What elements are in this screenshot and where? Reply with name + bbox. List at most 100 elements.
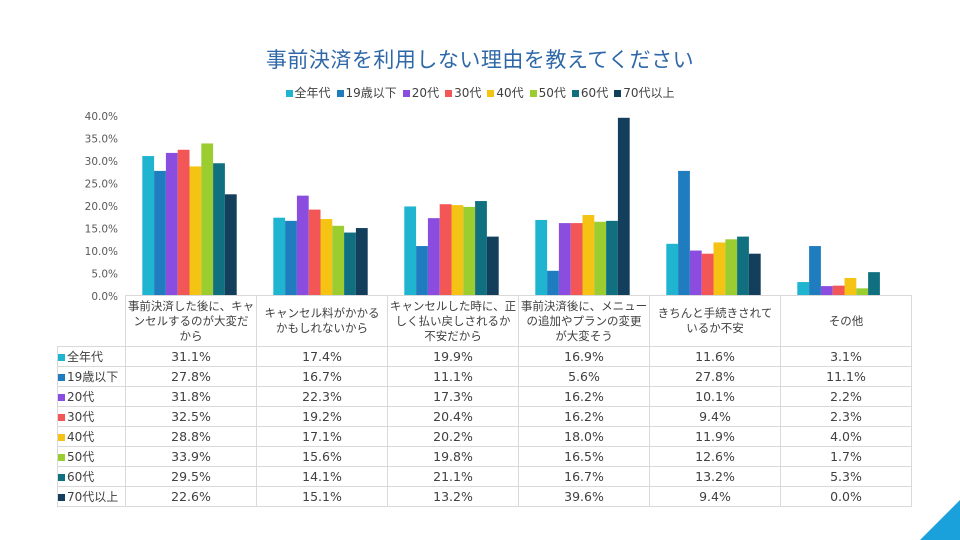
- category-label-line: その他: [828, 313, 864, 328]
- row-swatch: [58, 494, 65, 501]
- bar: [606, 220, 618, 296]
- bar: [594, 221, 607, 296]
- row-label: 50代: [67, 450, 95, 464]
- table-cell: 32.5%: [125, 406, 257, 427]
- bar: [320, 219, 333, 296]
- bar: [797, 282, 810, 296]
- y-tick-label: 35.0%: [85, 134, 118, 146]
- row-label: 30代: [67, 410, 95, 424]
- category-label-line: キャンセルした時に、正: [389, 298, 517, 313]
- bar: [844, 278, 857, 296]
- legend-swatch: [614, 90, 622, 97]
- table-cell: 28.8%: [125, 426, 257, 447]
- table-row: 60代 29.5% 14.1% 21.1% 16.7% 13.2% 5.3%: [57, 466, 912, 487]
- table-cell: 14.1%: [256, 466, 388, 487]
- bar: [725, 239, 738, 296]
- table-cell: 5.6%: [518, 366, 650, 387]
- row-label: 19歳以下: [67, 370, 119, 384]
- category-header: その他: [780, 295, 912, 347]
- row-header: 全年代: [57, 346, 126, 367]
- bar: [344, 232, 356, 296]
- table-cell: 9.4%: [649, 486, 781, 507]
- category-header: 事前決済した後に、キャ ンセルするのが大変だ から: [125, 295, 257, 347]
- category-label-line: の追加やプランの変更: [526, 313, 642, 328]
- y-tick-label: 30.0%: [85, 156, 118, 168]
- legend-label: 全年代: [294, 86, 331, 100]
- table-cell: 21.1%: [387, 466, 519, 487]
- bar: [737, 236, 749, 296]
- table-cell: 16.7%: [256, 366, 388, 387]
- legend-item: 20代: [402, 84, 439, 101]
- row-header: 20代: [57, 386, 126, 407]
- table-cell: 2.2%: [780, 386, 912, 407]
- table-corner: [57, 295, 126, 347]
- category-label-line: かもしれないから: [276, 321, 368, 335]
- y-tick-label: 25.0%: [85, 179, 118, 191]
- legend-swatch: [487, 90, 495, 97]
- bar: [285, 220, 297, 296]
- chart-title: 事前決済を利用しない理由を教えてください: [265, 48, 695, 72]
- legend-item: 40代: [487, 84, 524, 101]
- table-cell: 11.9%: [649, 426, 781, 447]
- bar: [201, 143, 214, 296]
- bar: [463, 206, 476, 296]
- category-header: キャンセルした時に、正 しく払い戻しされるか 不安だから: [387, 295, 519, 347]
- legend-swatch: [571, 90, 579, 97]
- row-label: 20代: [67, 390, 95, 404]
- table-cell: 13.2%: [649, 466, 781, 487]
- category-label-line: が大変そう: [555, 328, 613, 343]
- bar: [189, 166, 202, 296]
- row-swatch: [58, 434, 65, 441]
- table-cell: 18.0%: [518, 426, 650, 447]
- category-header: きちんと手続きされて いるか不安: [649, 295, 781, 347]
- bar: [296, 195, 309, 296]
- row-label: 60代: [67, 470, 95, 484]
- row-swatch: [58, 374, 65, 381]
- bar: [224, 194, 237, 296]
- corner-decoration: [920, 500, 960, 540]
- row-header: 30代: [57, 406, 126, 427]
- bar: [547, 270, 559, 296]
- bar: [701, 253, 714, 296]
- table-row: 20代 31.8% 22.3% 17.3% 16.2% 10.1% 2.2%: [57, 386, 912, 407]
- table-cell: 2.3%: [780, 406, 912, 427]
- legend-label: 50代: [538, 86, 566, 100]
- bar: [582, 215, 595, 296]
- row-header: 60代: [57, 466, 126, 487]
- category-label-line: きちんと手続きされて: [657, 306, 773, 320]
- table-row: 40代 28.8% 17.1% 20.2% 18.0% 11.9% 4.0%: [57, 426, 912, 447]
- table-cell: 16.7%: [518, 466, 650, 487]
- row-header: 19歳以下: [57, 366, 126, 387]
- table-cell: 3.1%: [780, 346, 912, 367]
- bar: [689, 250, 702, 296]
- legend-swatch: [402, 90, 410, 97]
- row-swatch: [58, 394, 65, 401]
- table-cell: 22.6%: [125, 486, 257, 507]
- table-cell: 15.1%: [256, 486, 388, 507]
- category-label-line: ンセルするのが大変だ: [133, 313, 249, 328]
- category-label-line: 不安だから: [424, 328, 482, 343]
- legend-swatch: [285, 90, 293, 97]
- bar: [308, 209, 321, 296]
- row-label: 全年代: [67, 350, 104, 364]
- data-table: 事前決済した後に、キャ ンセルするのが大変だ から キャンセル料がかかる かもしれないか…: [57, 295, 912, 507]
- legend-item: 全年代: [285, 84, 331, 101]
- y-tick-label: 15.0%: [85, 224, 118, 236]
- table-cell: 11.6%: [649, 346, 781, 367]
- table-cell: 11.1%: [780, 366, 912, 387]
- y-tick-label: 20.0%: [85, 201, 118, 213]
- y-tick-label: 10.0%: [85, 246, 118, 258]
- table-cell: 33.9%: [125, 446, 257, 467]
- bar: [678, 170, 690, 296]
- bar: [177, 149, 190, 296]
- category-label-line: から: [179, 328, 203, 343]
- legend-item: 70代以上: [614, 84, 674, 101]
- legend-item: 19歳以下: [336, 84, 397, 101]
- bar: [355, 228, 368, 296]
- table-cell: 31.1%: [125, 346, 257, 367]
- table-cell: 10.1%: [649, 386, 781, 407]
- table-cell: 16.5%: [518, 446, 650, 467]
- bar: [617, 117, 630, 296]
- category-label-line: 事前決済後に、メニュー: [520, 298, 648, 313]
- bar: [809, 246, 821, 296]
